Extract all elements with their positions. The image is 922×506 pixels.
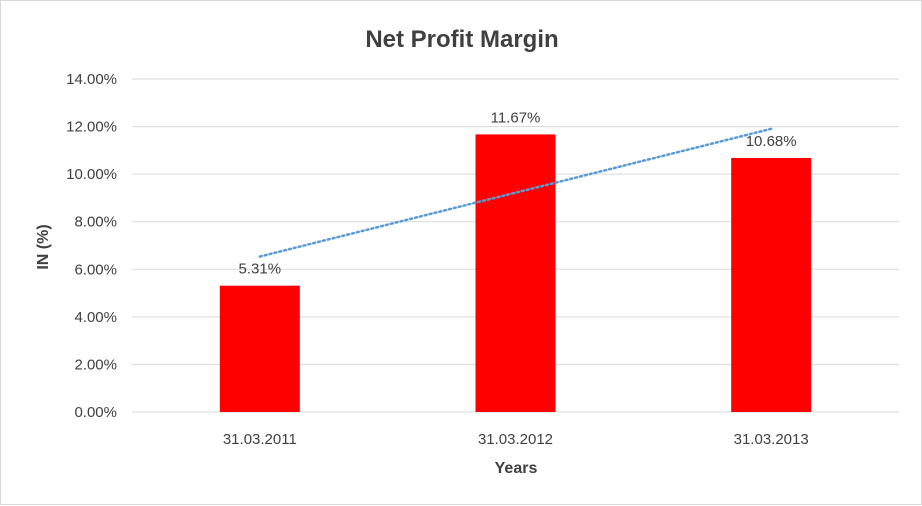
data-labels: 5.31% 11.67% 10.68% bbox=[239, 109, 797, 277]
y-tick-label: 10.00% bbox=[66, 166, 117, 183]
y-axis-title: IN (%) bbox=[35, 224, 52, 269]
x-axis-title: Years bbox=[495, 460, 538, 477]
bar bbox=[219, 285, 300, 412]
y-tick-labels: 0.00% 2.00% 4.00% 6.00% 8.00% 10.00% 12.00% 14.… bbox=[66, 71, 117, 421]
y-tick-label: 4.00% bbox=[74, 309, 117, 326]
x-tick-label: 31.03.2011 bbox=[223, 431, 297, 448]
chart-title: Net Profit Margin bbox=[365, 26, 558, 53]
y-tick-label: 14.00% bbox=[66, 71, 117, 88]
trendline bbox=[258, 127, 773, 258]
x-tick-label: 31.03.2013 bbox=[734, 431, 809, 448]
y-tick-label: 2.00% bbox=[74, 356, 117, 373]
bars bbox=[219, 134, 812, 412]
x-tick-labels: 31.03.2011 31.03.2012 31.03.2013 bbox=[223, 431, 809, 448]
data-label: 5.31% bbox=[239, 261, 282, 278]
bar bbox=[475, 134, 556, 412]
y-tick-label: 6.00% bbox=[74, 261, 117, 278]
x-tick-label: 31.03.2012 bbox=[478, 431, 553, 448]
bar bbox=[731, 157, 812, 412]
data-label: 11.67% bbox=[491, 109, 541, 126]
data-label: 10.68% bbox=[746, 133, 797, 150]
y-tick-label: 12.00% bbox=[66, 119, 117, 136]
y-tick-label: 0.00% bbox=[74, 404, 117, 421]
y-tick-label: 8.00% bbox=[74, 214, 117, 231]
trendline-layer bbox=[258, 127, 773, 258]
